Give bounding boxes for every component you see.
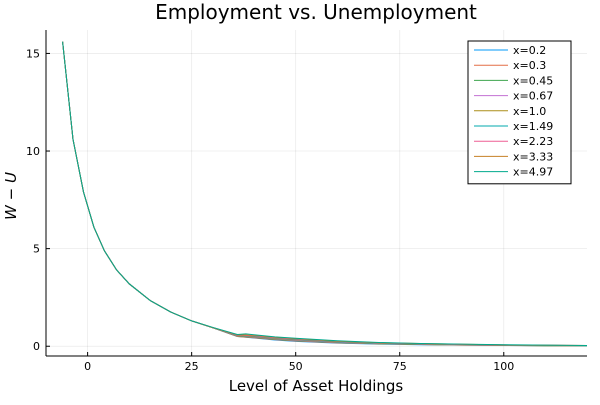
x-tick-label: 0	[84, 360, 91, 373]
x-axis-title: Level of Asset Holdings	[229, 377, 404, 395]
y-tick-label: 10	[26, 145, 40, 158]
legend-label: x=0.3	[513, 59, 546, 72]
legend-label: x=0.45	[513, 74, 553, 87]
legend-label: x=1.49	[513, 120, 553, 133]
legend-label: x=3.33	[513, 150, 553, 163]
x-tick-label: 25	[185, 360, 199, 373]
x-tick-label: 50	[289, 360, 303, 373]
y-tick-label: 0	[33, 340, 40, 353]
legend-label: x=0.2	[513, 44, 546, 57]
legend-label: x=1.0	[513, 105, 546, 118]
y-axis-title: W − U	[2, 172, 20, 220]
x-tick-label: 75	[393, 360, 407, 373]
legend-label: x=4.97	[513, 166, 553, 179]
legend-label: x=0.67	[513, 90, 553, 103]
y-tick-label: 5	[33, 243, 40, 256]
axis-ticks: 0 25 50 75 100 0 5 10 15	[26, 47, 514, 373]
chart-title: Employment vs. Unemployment	[155, 0, 477, 24]
legend-label: x=2.23	[513, 135, 553, 148]
legend: x=0.2 x=0.3 x=0.45 x=0.67 x=1.0 x=1.49 x=2.23 x…	[467, 40, 572, 185]
y-tick-label: 15	[26, 47, 40, 60]
plot-frame	[45, 30, 587, 357]
series-lines	[62, 41, 588, 347]
x-tick-label: 100	[493, 360, 514, 373]
series-line	[62, 41, 588, 346]
